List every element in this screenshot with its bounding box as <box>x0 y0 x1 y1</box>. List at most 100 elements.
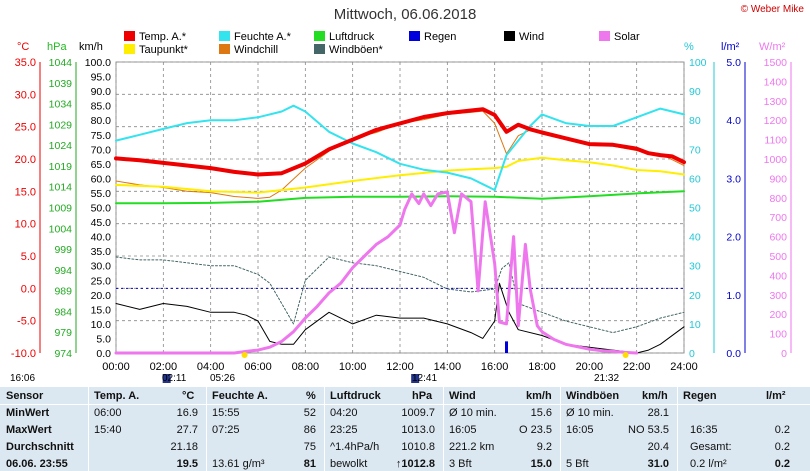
table-cell: 81 <box>303 458 316 470</box>
pressure-tick-label: 1039 <box>49 78 73 90</box>
table-cell: 3 Bft <box>449 458 472 470</box>
pressure-tick-label: 1029 <box>49 119 73 131</box>
table-cell: 52 <box>303 407 316 419</box>
table-header-wind-unit: km/h <box>526 390 552 402</box>
legend-label-humidity: Feuchte A.* <box>234 31 291 43</box>
table-header-temp-unit: °C <box>182 390 195 402</box>
table-cell: 15.6 <box>530 407 552 419</box>
rain-tick-label: 1.0 <box>726 290 741 302</box>
wind-tick-label: 95.0 <box>91 72 112 84</box>
x-tick-label: 02:00 <box>150 361 178 373</box>
legend-swatch-solar <box>599 31 610 41</box>
legend-swatch-windchill <box>219 44 230 54</box>
wind-tick-label: 85.0 <box>91 101 112 113</box>
table-cell: 23:25 <box>330 424 358 436</box>
wind-tick-label: 100.0 <box>85 57 111 69</box>
x-tick-label: 00:00 <box>102 361 130 373</box>
wind-tick-label: 50.0 <box>91 203 112 215</box>
chart-title: Mittwoch, 06.06.2018 <box>333 6 477 23</box>
table-header-humidity: Feuchte A. <box>212 390 268 402</box>
legend-swatch-wind <box>504 31 515 41</box>
table-cell: 04:20 <box>330 407 358 419</box>
legend-label-wind: Wind <box>519 31 545 43</box>
table-row-label: 06.06. 23:55 <box>6 458 68 470</box>
series-temp-a-line <box>114 107 686 177</box>
wind-tick-label: 45.0 <box>91 217 112 229</box>
table-cell: 1009.7 <box>401 407 435 419</box>
wind-tick-label: 75.0 <box>91 130 112 142</box>
wind-tick-label: 60.0 <box>91 173 112 185</box>
legend-item-gusts: Windböen* <box>314 44 383 57</box>
table-divider <box>88 387 89 471</box>
x-tick-label: 24:00 <box>670 361 698 373</box>
humidity-tick-label: 50 <box>689 203 701 215</box>
table-cell: 16.9 <box>176 407 198 419</box>
table-header-humidity-unit: % <box>306 390 316 402</box>
solar-tick-label: 500 <box>769 251 787 263</box>
table-cell: 20.4 <box>647 441 669 453</box>
wind-tick-label: 40.0 <box>91 232 112 244</box>
table-cell: Ø 10 min. <box>566 407 614 419</box>
table-cell: ↑1012.8 <box>395 458 435 470</box>
table-header-pressure: Luftdruck <box>330 390 381 402</box>
table-cell: 19.5 <box>176 458 198 470</box>
table-cell: 75 <box>303 441 316 453</box>
x-tick-label: 06:00 <box>244 361 272 373</box>
table-header-pressure-unit: hPa <box>412 390 433 402</box>
temp-tick-label: 15.0 <box>15 186 36 198</box>
x-tick-label: 16:00 <box>481 361 509 373</box>
pressure-tick-label: 994 <box>54 265 72 277</box>
table-row-label: Durchschnitt <box>6 441 74 453</box>
table-divider <box>206 387 207 471</box>
table-row-label: MaxWert <box>6 424 52 436</box>
table-divider <box>443 387 444 471</box>
temp-tick-label: 20.0 <box>15 154 36 166</box>
legend-label-pressure: Luftdruck <box>329 31 375 43</box>
rain-tick-label: 2.0 <box>726 232 741 244</box>
table-cell: 0.2 <box>774 458 790 470</box>
series-luftdruck-line <box>115 190 685 205</box>
series-wind-line <box>115 282 685 354</box>
temp-tick-label: -10.0 <box>11 348 36 360</box>
solar-tick-label: 1100 <box>764 135 787 147</box>
x-tick-label: 22:00 <box>623 361 651 373</box>
table-header-gusts-unit: km/h <box>642 390 668 402</box>
moon-marker <box>411 374 420 383</box>
table-cell: 16:05 <box>566 424 594 436</box>
table-cell: 13.61 g/m³ <box>212 458 265 470</box>
pressure-tick-label: 1034 <box>49 99 73 111</box>
series-feuchte-a-line <box>115 104 685 191</box>
humidity-tick-label: 20 <box>689 290 701 302</box>
legend-label-windchill: Windchill <box>234 44 279 56</box>
pressure-tick-label: 984 <box>54 306 72 318</box>
sun-marker <box>241 352 248 358</box>
humidity-tick-label: 70 <box>689 144 701 156</box>
table-cell: 16:35 <box>690 424 718 436</box>
table-header-temp: Temp. A. <box>94 390 140 402</box>
x-tick-label: 20:00 <box>576 361 604 373</box>
x-tick-label: 12:00 <box>386 361 414 373</box>
legend-label-rain: Regen <box>424 31 457 43</box>
legend-item-pressure: Luftdruck <box>314 31 374 44</box>
pressure-tick-label: 999 <box>54 244 72 256</box>
humidity-tick-label: 40 <box>689 232 701 244</box>
x-tick-label: 04:00 <box>197 361 225 373</box>
solar-tick-label: 1400 <box>764 76 788 88</box>
solar-tick-label: 400 <box>769 270 787 282</box>
humidity-tick-label: 80 <box>689 115 701 127</box>
table-cell: bewolkt <box>330 458 368 470</box>
legend-label-temp: Temp. A.* <box>139 31 187 43</box>
temp-tick-label: 10.0 <box>15 219 36 231</box>
table-cell: 16:05 <box>449 424 477 436</box>
pressure-tick-label: 1014 <box>49 182 73 194</box>
rain-tick-label: 4.0 <box>726 115 741 127</box>
legend-label-solar: Solar <box>614 31 640 43</box>
pressure-tick-label: 1004 <box>49 223 73 235</box>
pressure-tick-label: 1044 <box>49 57 73 69</box>
legend-item-dewpoint: Taupunkt* <box>124 44 188 57</box>
table-cell: 221.2 km <box>449 441 495 453</box>
pressure-tick-label: 979 <box>54 327 72 339</box>
solar-tick-label: 100 <box>769 329 787 341</box>
table-header-rain: Regen <box>683 390 717 402</box>
